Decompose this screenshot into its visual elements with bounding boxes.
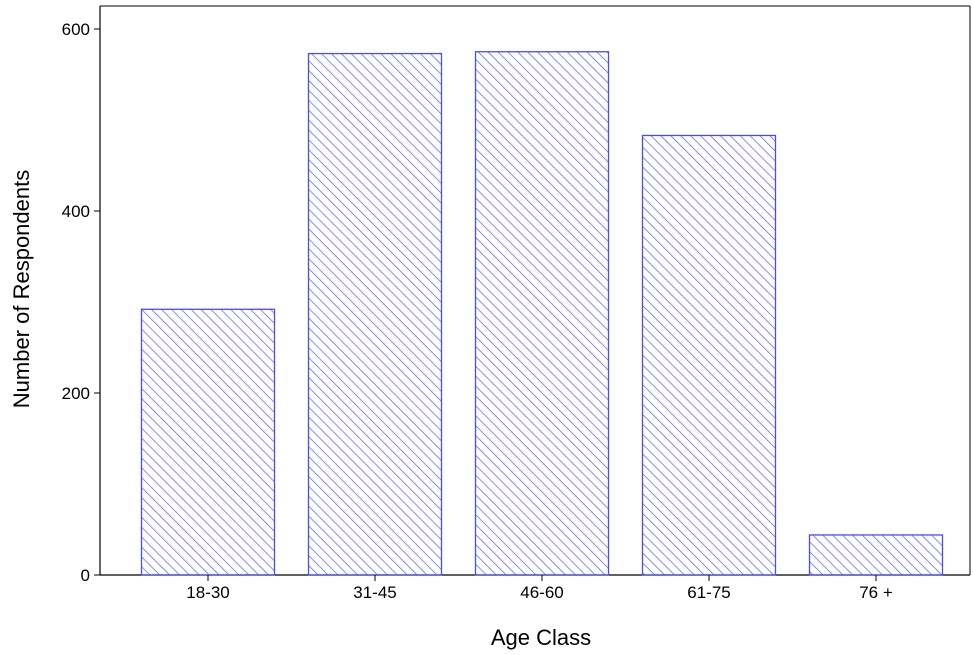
y-tick-label: 600 (62, 20, 90, 39)
bars (140, 51, 944, 576)
x-tick-label: 76 + (859, 583, 893, 602)
bar-61-75 (641, 134, 777, 576)
x-tick-label: 46-60 (520, 583, 563, 602)
y-axis: 0 200 400 600 (62, 20, 100, 585)
y-tick-label: 200 (62, 384, 90, 403)
bar-46-60 (474, 51, 610, 576)
y-axis-title: Number of Respondents (9, 170, 34, 408)
x-axis: 18-30 31-45 46-60 61-75 76 + (186, 575, 893, 602)
x-tick-label: 18-30 (186, 583, 229, 602)
x-tick-label: 31-45 (353, 583, 396, 602)
y-tick-label: 0 (81, 566, 90, 585)
bar-31-45 (307, 52, 443, 576)
x-tick-label: 61-75 (687, 583, 730, 602)
bar-18-30 (140, 308, 276, 576)
y-tick-label: 400 (62, 202, 90, 221)
x-axis-title: Age Class (491, 625, 591, 650)
bar-76 (808, 534, 944, 576)
